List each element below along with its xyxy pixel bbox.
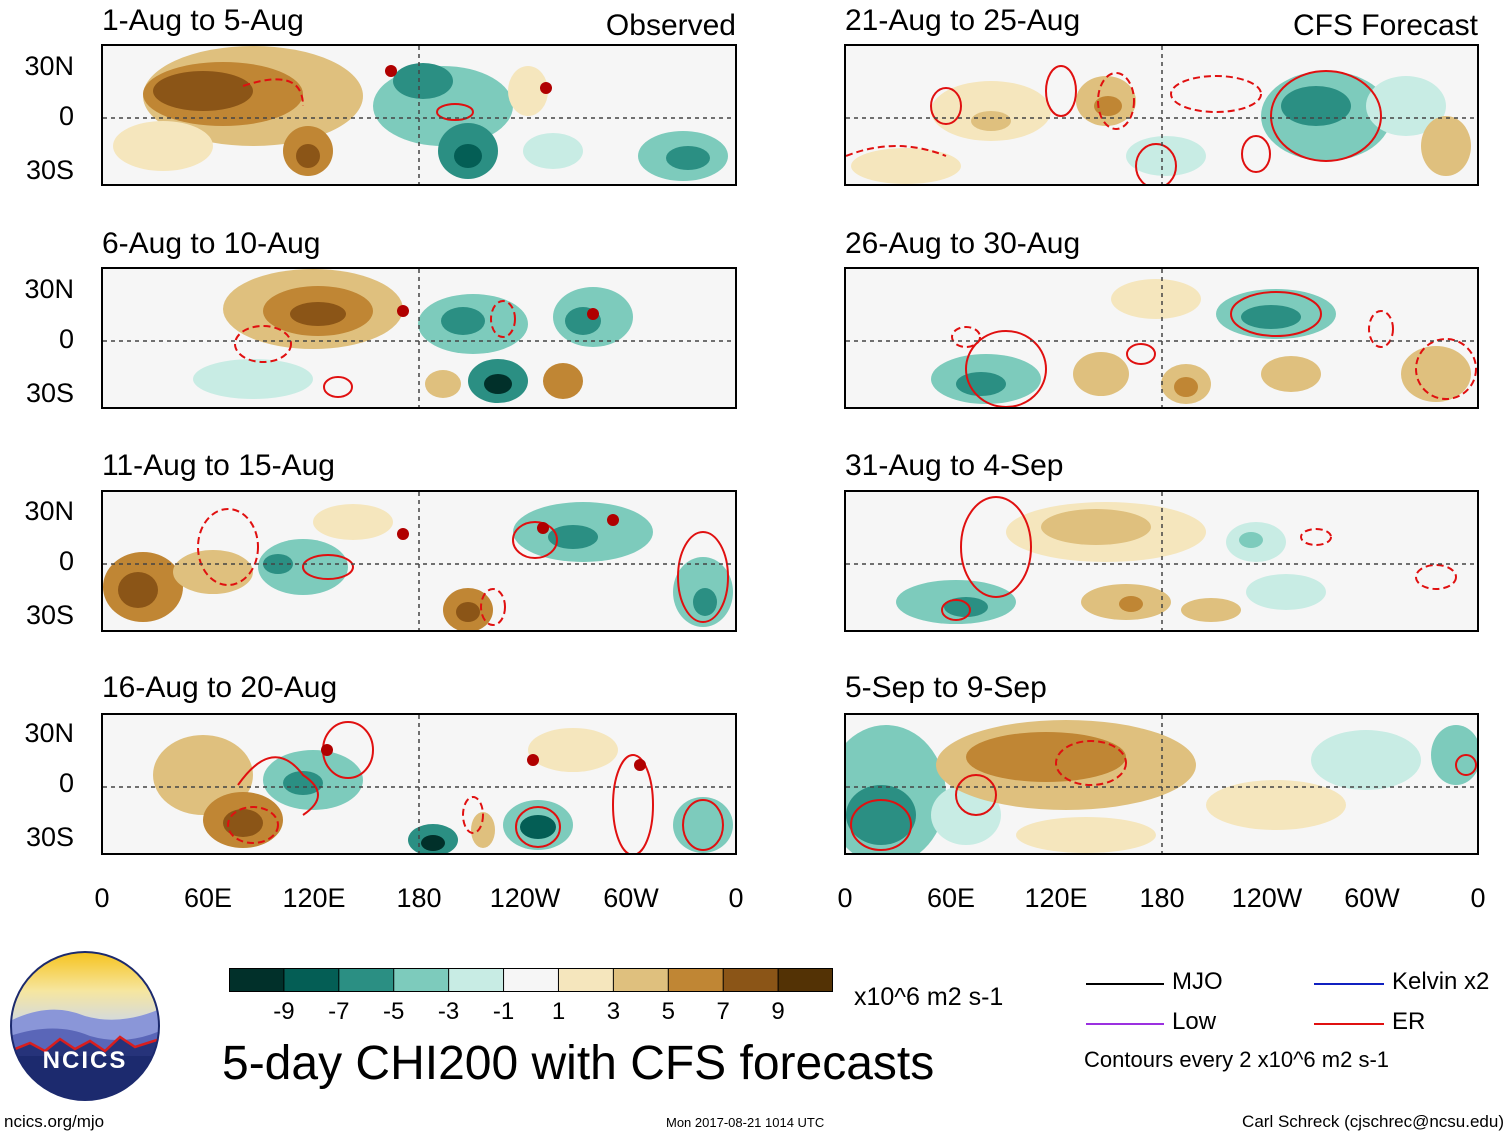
observed-label: Observed bbox=[605, 9, 736, 42]
colorbar-swatch bbox=[393, 968, 450, 992]
map-panel-5 bbox=[844, 44, 1479, 186]
colorbar-tick-label: 3 bbox=[606, 998, 621, 1025]
colorbar-swatch bbox=[668, 968, 724, 992]
cfs-forecast-label: CFS Forecast bbox=[1292, 9, 1478, 42]
colorbar-swatch bbox=[503, 968, 559, 992]
lon-label-180-r: 180 bbox=[1139, 883, 1185, 913]
lon-label-60w-r: 60W bbox=[1344, 883, 1400, 913]
storm-marker-g bbox=[607, 514, 619, 526]
colorbar-tick-label: 7 bbox=[716, 998, 730, 1025]
lon-label-180: 180 bbox=[396, 883, 442, 913]
map-panel-6 bbox=[844, 267, 1479, 409]
colorbar-tick-label: 9 bbox=[771, 998, 785, 1025]
panel-title-4: 16-Aug to 20-Aug bbox=[102, 671, 338, 704]
map-panel-7 bbox=[844, 490, 1479, 632]
colorbar-border bbox=[229, 968, 833, 992]
panel-title-5: 21-Aug to 25-Aug bbox=[845, 4, 1081, 37]
lat-label-30s-2: 30S bbox=[25, 378, 74, 408]
colorbar-swatch bbox=[613, 968, 669, 992]
lon-label-120e: 120E bbox=[282, 883, 346, 913]
map-panel-4 bbox=[101, 713, 737, 855]
ncics-logo: NCICS bbox=[10, 951, 160, 1101]
lat-label-30n-2: 30N bbox=[24, 274, 74, 304]
colorbar-swatch bbox=[283, 968, 340, 992]
lon-label-0-r: 0 bbox=[837, 883, 853, 913]
colorbar-swatch bbox=[448, 968, 505, 992]
legend-mjo-label: MJO bbox=[1172, 968, 1223, 995]
panel-title-7: 31-Aug to 4-Sep bbox=[845, 449, 1064, 482]
storm-marker-h1 bbox=[321, 744, 333, 756]
colorbar-ticks: -9 -7 -5 -3 -1 1 3 5 7 9 bbox=[229, 1000, 833, 1026]
legend-er-swatch bbox=[1314, 1016, 1384, 1026]
colorbar bbox=[229, 968, 834, 992]
colorbar-swatch bbox=[558, 968, 614, 992]
lat-label-eq-3: 0 bbox=[58, 546, 74, 576]
map-panel-8 bbox=[844, 713, 1479, 855]
lon-label-120e-r: 120E bbox=[1024, 883, 1088, 913]
map-panel-2 bbox=[101, 267, 737, 409]
map-panel-3 bbox=[101, 490, 737, 632]
footer-timestamp: Mon 2017-08-21 1014 UTC bbox=[666, 1115, 825, 1130]
colorbar-units: x10^6 m2 s-1 bbox=[854, 983, 1004, 1011]
legend-low-label: Low bbox=[1172, 1008, 1217, 1035]
lat-label-eq-2: 0 bbox=[58, 324, 74, 354]
lat-label-30s-4: 30S bbox=[25, 822, 74, 852]
colorbar-tick-label: -7 bbox=[328, 998, 350, 1025]
ncics-logo-text: NCICS bbox=[42, 1047, 128, 1074]
colorbar-tick-label: 5 bbox=[661, 998, 675, 1025]
colorbar-tick-label: -9 bbox=[273, 998, 295, 1025]
legend-mjo-swatch bbox=[1086, 976, 1164, 986]
colorbar-swatch bbox=[338, 968, 395, 992]
lat-label-30s-1: 30S bbox=[25, 155, 74, 185]
panel-title-6: 26-Aug to 30-Aug bbox=[845, 227, 1081, 260]
storm-marker-h2 bbox=[634, 759, 646, 771]
map-panel-1 bbox=[101, 44, 737, 186]
lat-label-eq-4: 0 bbox=[58, 768, 74, 798]
lat-label-30n-3: 30N bbox=[24, 496, 74, 526]
colorbar-tick-label: -3 bbox=[437, 998, 460, 1025]
lat-label-30n-1: 30N bbox=[24, 51, 74, 81]
storm-marker-b2 bbox=[397, 528, 409, 540]
panel-title-3: 11-Aug to 15-Aug bbox=[102, 449, 335, 482]
contour-note: Contours every 2 x10^6 m2 s-1 bbox=[1084, 1047, 1390, 1072]
footer-author: Carl Schreck (cjschrec@ncsu.edu) bbox=[1242, 1112, 1504, 1131]
panel-title-8: 5-Sep to 9-Sep bbox=[845, 671, 1047, 704]
storm-marker-b bbox=[397, 305, 409, 317]
chart-title: 5-day CHI200 with CFS forecasts bbox=[222, 1037, 935, 1090]
lon-label-60e-r: 60E bbox=[926, 883, 976, 913]
legend-low-swatch bbox=[1086, 1016, 1164, 1026]
lon-label-0: 0 bbox=[94, 883, 110, 913]
legend-kelvin-label: Kelvin x2 bbox=[1392, 968, 1490, 995]
lon-label-60w: 60W bbox=[603, 883, 659, 913]
lon-label-60e: 60E bbox=[183, 883, 233, 913]
lat-label-30n-4: 30N bbox=[24, 718, 74, 748]
colorbar-swatch bbox=[229, 968, 285, 992]
legend-kelvin-swatch bbox=[1314, 976, 1384, 986]
colorbar-tick-label: 1 bbox=[551, 998, 566, 1025]
lat-label-30s-3: 30S bbox=[25, 600, 74, 630]
panel-title-2: 6-Aug to 10-Aug bbox=[102, 227, 321, 260]
storm-marker-11 bbox=[540, 82, 552, 94]
colorbar-swatch bbox=[778, 968, 834, 992]
storm-marker-j bbox=[537, 522, 549, 534]
panel-title-1: 1-Aug to 5-Aug bbox=[102, 4, 304, 37]
storm-marker-k bbox=[527, 754, 539, 766]
legend-er-label: ER bbox=[1392, 1008, 1426, 1035]
storm-marker-n bbox=[385, 65, 397, 77]
colorbar-tick-label: -5 bbox=[383, 998, 405, 1025]
lon-label-120w: 120W bbox=[489, 883, 561, 913]
footer-url[interactable]: ncics.org/mjo bbox=[4, 1112, 105, 1131]
colorbar-tick-label: -1 bbox=[492, 998, 515, 1025]
lat-label-eq-1: 0 bbox=[58, 101, 74, 131]
colorbar-swatch bbox=[723, 968, 779, 992]
lon-label-360-r: 0 bbox=[1470, 883, 1486, 913]
colorbar-svg bbox=[229, 968, 834, 992]
lon-label-360: 0 bbox=[728, 883, 744, 913]
storm-marker-f bbox=[587, 308, 599, 320]
lon-label-120w-r: 120W bbox=[1231, 883, 1303, 913]
